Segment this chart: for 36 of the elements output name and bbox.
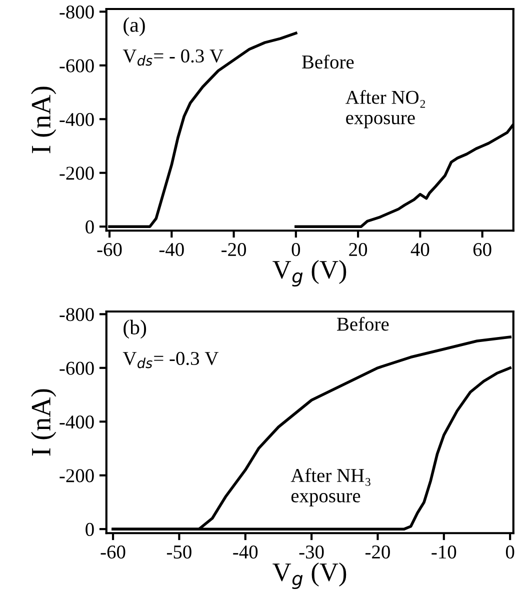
annotation: V$_{ds}$= - 0.3 V [122, 49, 224, 66]
x-tick-label: 40 [410, 242, 430, 256]
y-tick-label: 0 [86, 522, 94, 536]
x-tick-label: 0 [292, 242, 300, 256]
annotation: V$_{ds}$= -0.3 V [122, 352, 218, 368]
x-tick-label: -40 [159, 242, 184, 256]
series-label: After NH₃ exposure [290, 468, 370, 506]
y-axis-title: I (nA) [30, 86, 56, 154]
x-axis-title: V$_{g}$ (V) [272, 260, 346, 287]
x-axis-title: V$_{g}$ (V) [272, 562, 346, 590]
y-tick-label: 0 [86, 220, 94, 234]
x-tick-label: 60 [473, 242, 492, 256]
x-tick-label: -20 [222, 242, 246, 256]
x-tick-label: -60 [97, 242, 122, 256]
annotation: (a) [124, 17, 145, 36]
series-label: Before [302, 54, 354, 69]
x-tick-label: 0 [506, 545, 514, 559]
x-tick-label: -10 [432, 545, 456, 559]
x-tick-label: -40 [233, 545, 258, 559]
series-label: Before [337, 316, 389, 331]
x-tick-label: 20 [349, 242, 368, 256]
text: After NO₂ exposure [346, 90, 426, 128]
y-tick-label: -800 [60, 308, 94, 322]
y-tick-label: -400 [60, 112, 94, 126]
annotation: (b) [124, 320, 146, 339]
y-tick-label: -600 [60, 59, 94, 72]
y-tick-label: -800 [60, 5, 94, 19]
y-tick-label: -600 [60, 362, 94, 375]
x-tick-label: -30 [299, 545, 324, 559]
y-tick-label: -400 [60, 415, 94, 429]
y-tick-label: -200 [60, 469, 94, 482]
x-tick-label: -60 [100, 545, 126, 559]
y-axis-title: I (nA) [30, 389, 56, 456]
y-tick-label: -200 [60, 166, 94, 180]
x-tick-label: -50 [166, 545, 192, 559]
x-tick-label: -20 [365, 545, 390, 559]
